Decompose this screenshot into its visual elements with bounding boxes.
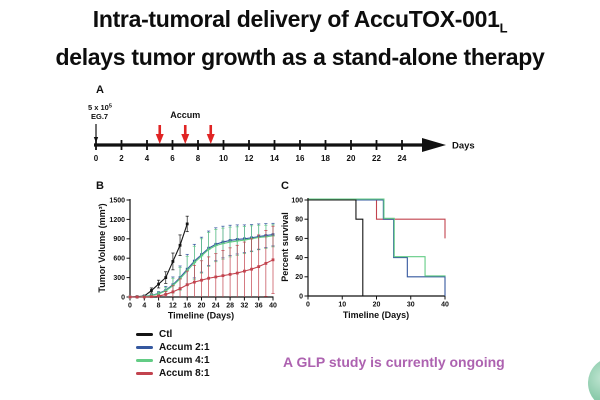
legend-color-swatch — [136, 333, 153, 336]
survival-curve-accum-4-1 — [308, 198, 446, 277]
x-axis-title: Timeline (Days) — [343, 310, 409, 320]
timeline-tick-label: 0 — [94, 154, 99, 163]
survival-curve-accum-2-1 — [308, 199, 446, 296]
timeline-tick-label: 24 — [398, 154, 407, 163]
y-axis-title: Tumor Volume (mm³) — [97, 203, 107, 292]
treatment-arrowhead — [206, 134, 215, 144]
x-tick-label: 24 — [212, 303, 220, 310]
legend-label: Ctl — [159, 329, 173, 340]
legend-item: Accum 2:1 — [136, 341, 210, 354]
x-tick-label: 20 — [373, 302, 381, 309]
panel-c-label: C — [281, 180, 289, 192]
y-tick-label: 1500 — [109, 197, 125, 204]
percent-survival-chart: 0 20 40 60 80 100 0 10 20 30 40 Timeline (Days) Perc… — [280, 197, 449, 320]
injection-arrowhead — [93, 137, 99, 143]
timeline-tick-label: 14 — [270, 154, 279, 163]
y-tick-label: 300 — [113, 275, 125, 282]
timeline-tick-label: 10 — [219, 154, 228, 163]
injection-cellline-label: EG.7 — [91, 112, 108, 121]
y-tick-label: 100 — [291, 197, 303, 204]
timeline-tick-label: 20 — [347, 154, 356, 163]
timeline-tick-label: 8 — [196, 154, 201, 163]
x-tick-label: 40 — [269, 303, 277, 310]
tumor-volume-chart: 0 300 600 900 1200 1500 0 4 8 12 16 20 24 28 32 36 40 Tim… — [97, 197, 277, 321]
y-tick-label: 0 — [299, 293, 303, 300]
timeline-tick-label: 6 — [170, 154, 175, 163]
slide-title-subscript: L — [499, 20, 508, 36]
legend-label: Accum 4:1 — [159, 355, 210, 366]
x-tick-label: 12 — [169, 303, 177, 310]
injection-dose-label: 5 x 105 — [88, 103, 112, 112]
slide-title-line1-text: Intra-tumoral delivery of AccuTOX-001 — [92, 6, 500, 32]
legend-color-swatch — [136, 359, 153, 362]
treatment-label: Accum — [170, 110, 200, 120]
y-tick-label: 0 — [121, 294, 125, 301]
treatment-arrowhead — [155, 134, 164, 144]
x-tick-label: 8 — [157, 303, 161, 310]
chart-legend: Ctl Accum 2:1 Accum 4:1 Accum 8:1 — [136, 328, 210, 380]
x-axis-title: Timeline (Days) — [168, 311, 234, 321]
legend-item: Accum 4:1 — [136, 354, 210, 367]
legend-label: Accum 8:1 — [159, 368, 210, 379]
x-tick-label: 30 — [407, 302, 415, 309]
panel-a-label: A — [96, 84, 104, 96]
x-tick-label: 16 — [183, 303, 191, 310]
x-tick-label: 4 — [142, 303, 146, 310]
series-accum-8-1 — [128, 225, 275, 299]
legend-item: Accum 8:1 — [136, 367, 210, 380]
x-tick-label: 28 — [226, 303, 234, 310]
x-tick-label: 36 — [255, 303, 263, 310]
survival-curve-accum-8-1 — [308, 199, 446, 239]
timeline-arrowhead — [422, 138, 446, 152]
legend-item: Ctl — [136, 328, 210, 341]
legend-label: Accum 2:1 — [159, 342, 210, 353]
y-tick-label: 1200 — [109, 217, 125, 224]
glp-note: A GLP study is currently ongoing — [283, 354, 505, 370]
legend-color-swatch — [136, 346, 153, 349]
y-tick-label: 80 — [295, 217, 303, 224]
timeline-tick-label: 16 — [296, 154, 305, 163]
y-tick-label: 60 — [295, 236, 303, 243]
x-tick-label: 0 — [306, 302, 310, 309]
decorative-teal-circle — [588, 357, 600, 400]
x-tick-label: 40 — [441, 302, 449, 309]
timeline-days-label: Days — [452, 141, 475, 152]
timeline-tick-label: 2 — [119, 154, 124, 163]
y-axis-title: Percent survival — [280, 212, 290, 282]
x-tick-label: 32 — [241, 303, 249, 310]
slide-title-line2: delays tumor growth as a stand-alone the… — [55, 43, 545, 70]
timeline-tick-label: 4 — [145, 154, 150, 163]
x-tick-label: 10 — [338, 302, 346, 309]
slide-title: Intra-tumoral delivery of AccuTOX-001L d… — [0, 5, 600, 71]
survival-curve-ctl — [308, 199, 364, 296]
y-tick-label: 900 — [113, 236, 125, 243]
y-tick-label: 20 — [295, 274, 303, 281]
x-tick-label: 20 — [198, 303, 206, 310]
timeline-tick-label: 22 — [372, 154, 381, 163]
y-tick-label: 600 — [113, 256, 125, 263]
slide-title-line1: Intra-tumoral delivery of AccuTOX-001L — [0, 5, 600, 43]
panel-b-label: B — [96, 180, 104, 192]
timeline-tick-label: 18 — [321, 154, 330, 163]
y-tick-label: 40 — [295, 255, 303, 262]
x-tick-label: 0 — [128, 303, 132, 310]
legend-color-swatch — [136, 372, 153, 375]
treatment-arrowhead — [181, 134, 190, 144]
timeline-tick-label: 12 — [245, 154, 254, 163]
